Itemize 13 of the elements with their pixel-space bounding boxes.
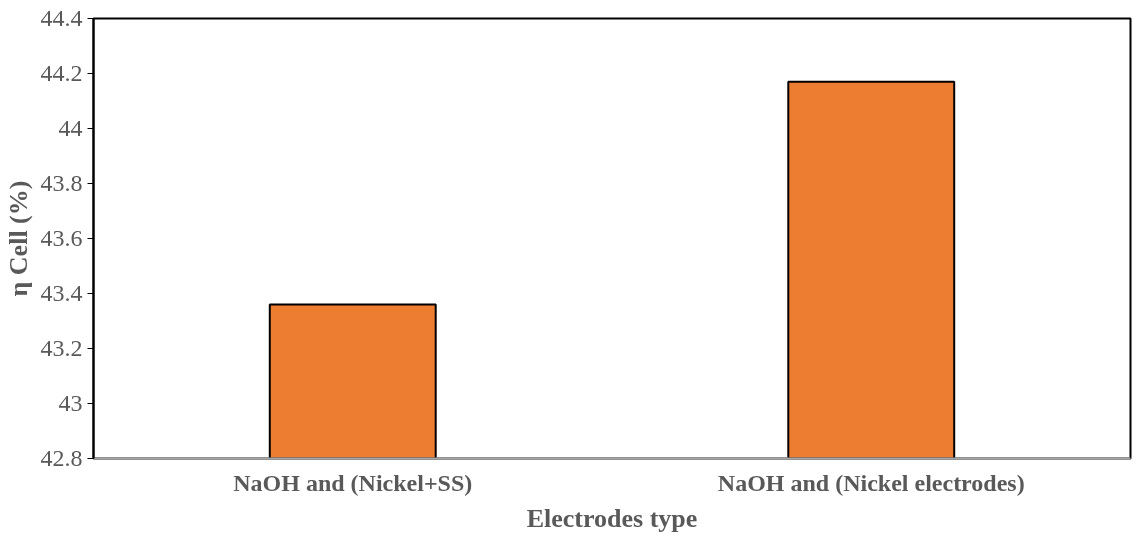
y-tick-label: 43.8 bbox=[40, 170, 83, 196]
y-tick-label: 44.4 bbox=[40, 5, 83, 31]
y-tick-label: 43 bbox=[58, 390, 83, 416]
y-tick-label: 43.6 bbox=[40, 225, 83, 251]
x-axis-title: Electrodes type bbox=[526, 503, 698, 533]
y-tick-label: 43.2 bbox=[40, 335, 83, 361]
y-axis-title: η Cell (%) bbox=[3, 180, 33, 297]
y-tick-label: 42.8 bbox=[40, 445, 83, 471]
y-tick-label: 44 bbox=[58, 115, 83, 141]
x-tick-label: NaOH and (Nickel electrodes) bbox=[717, 469, 1025, 496]
y-tick-label: 44.2 bbox=[40, 60, 83, 86]
x-tick-label: NaOH and (Nickel+SS) bbox=[233, 469, 473, 496]
y-tick-label: 43.4 bbox=[40, 280, 83, 306]
